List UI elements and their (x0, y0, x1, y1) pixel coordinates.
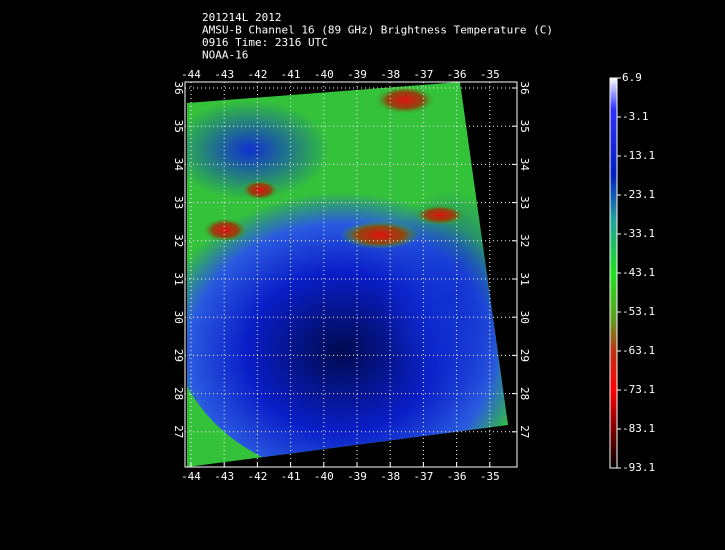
lon-label-bottom: -43 (214, 470, 234, 483)
lat-label-left: 34 (172, 158, 185, 172)
lat-label-left: 28 (172, 387, 185, 400)
lat-label-left: 30 (172, 311, 185, 324)
colorbar-label: -3.1 (622, 110, 649, 123)
lat-label-left: 35 (172, 120, 185, 133)
lat-label-left: 32 (172, 234, 185, 247)
lon-label-top: -40 (314, 68, 334, 81)
lon-label-bottom: -36 (447, 470, 467, 483)
lat-label-left: 27 (172, 425, 185, 438)
lon-label-top: -44 (181, 68, 201, 81)
lon-label-top: -43 (214, 68, 234, 81)
lon-label-bottom: -35 (480, 470, 500, 483)
lon-label-bottom: -41 (281, 470, 301, 483)
colorbar-label: 6.9 (622, 71, 642, 84)
lat-label-right: 35 (518, 120, 531, 133)
colorbar-label: -93.1 (622, 461, 655, 474)
lat-label-right: 36 (518, 81, 531, 94)
lat-label-left: 36 (172, 81, 185, 94)
lon-label-top: -39 (347, 68, 367, 81)
lon-label-bottom: -39 (347, 470, 367, 483)
lat-label-right: 34 (518, 158, 531, 172)
colorbar-label: -33.1 (622, 227, 655, 240)
lon-label-top: -37 (413, 68, 433, 81)
colorbar-label: -23.1 (622, 188, 655, 201)
lat-label-right: 32 (518, 234, 531, 247)
lon-label-top: -38 (380, 68, 400, 81)
lon-label-top: -35 (480, 68, 500, 81)
colorbar (609, 77, 618, 469)
lon-label-bottom: -42 (247, 470, 267, 483)
lat-label-right: 31 (518, 272, 531, 285)
lon-label-top: -41 (281, 68, 301, 81)
colorbar-label: -63.1 (622, 344, 655, 357)
colorbar-label: -83.1 (622, 422, 655, 435)
colorbar-label: -73.1 (622, 383, 655, 396)
colorbar-label: -13.1 (622, 149, 655, 162)
lat-label-left: 29 (172, 349, 185, 362)
lat-label-right: 30 (518, 311, 531, 324)
lat-label-right: 29 (518, 349, 531, 362)
lat-label-right: 33 (518, 196, 531, 209)
lon-label-bottom: -44 (181, 470, 201, 483)
lat-label-left: 31 (172, 272, 185, 285)
header-line: AMSU-B Channel 16 (89 GHz) Brightness Te… (202, 24, 553, 37)
lat-label-left: 33 (172, 196, 185, 209)
header-line: 0916 Time: 2316 UTC (202, 36, 328, 49)
header-line: 201214L 2012 (202, 11, 281, 24)
header-line: NOAA-16 (202, 49, 248, 62)
lon-label-bottom: -38 (380, 470, 400, 483)
lat-label-right: 27 (518, 425, 531, 438)
lon-label-bottom: -40 (314, 470, 334, 483)
colorbar-label: -43.1 (622, 266, 655, 279)
colorbar-label: -53.1 (622, 305, 655, 318)
imagery (187, 82, 508, 467)
lat-label-right: 28 (518, 387, 531, 400)
lon-label-top: -42 (247, 68, 267, 81)
lon-label-bottom: -37 (413, 470, 433, 483)
map-frame (184, 81, 518, 468)
lon-label-top: -36 (447, 68, 467, 81)
